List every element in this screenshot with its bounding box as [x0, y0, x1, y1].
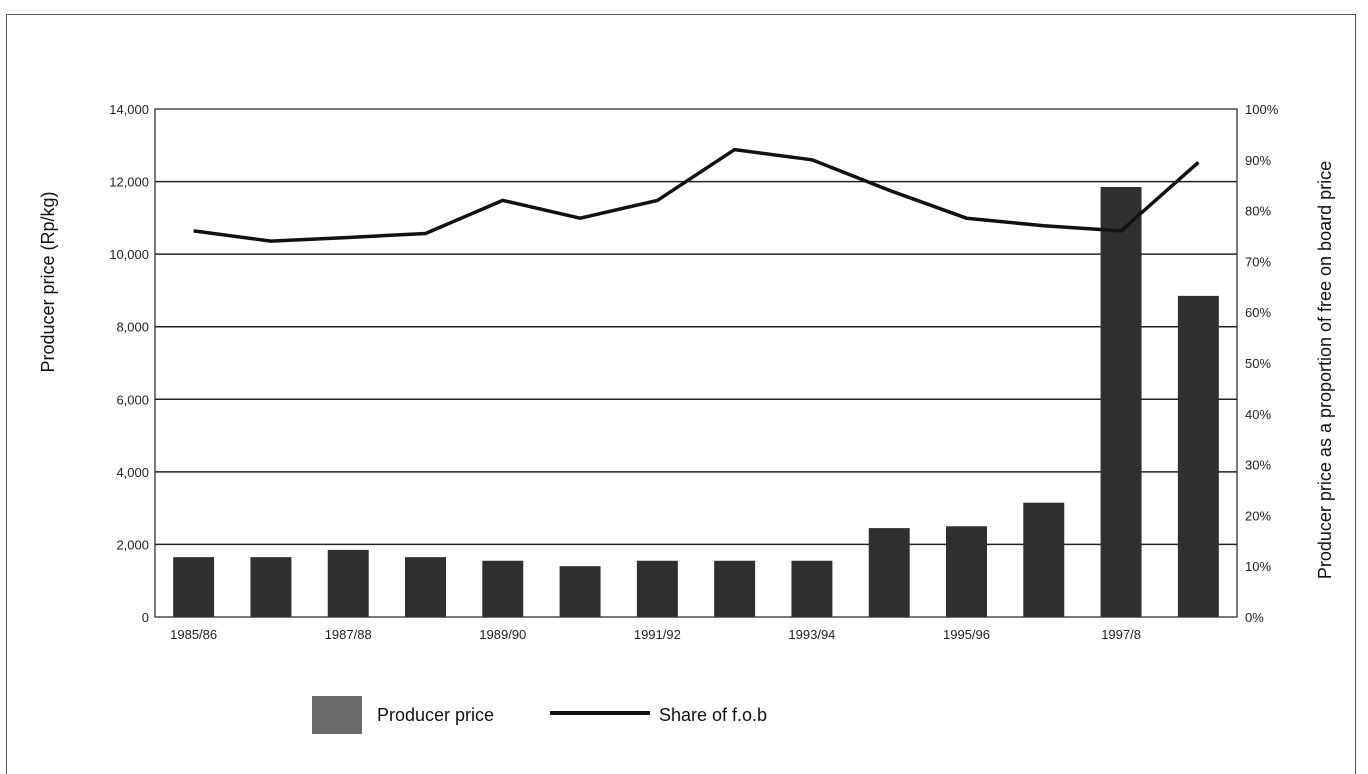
- y2-tick-label: 20%: [1245, 508, 1271, 523]
- y-tick-label: 4,000: [116, 465, 149, 480]
- y-tick-label: 10,000: [109, 247, 149, 262]
- x-tick-label: 1995/96: [943, 627, 990, 642]
- x-tick-label: 1997/8: [1101, 627, 1141, 642]
- y-tick-label: 2,000: [116, 537, 149, 552]
- x-tick-label: 1991/92: [634, 627, 681, 642]
- bar: [173, 557, 215, 617]
- y2-tick-label: 50%: [1245, 356, 1271, 371]
- bar: [868, 528, 910, 617]
- x-axis-ticks: 1985/86 1987/88 1989/90 1991/92 1993/94 1995/…: [170, 627, 1141, 642]
- legend-label-producer-price: Producer price: [377, 705, 494, 725]
- y2-tick-label: 30%: [1245, 458, 1271, 473]
- bar: [1023, 502, 1065, 617]
- bar: [250, 557, 292, 617]
- y-tick-label: 8,000: [116, 320, 149, 335]
- x-tick-label: 1985/86: [170, 627, 217, 642]
- bar: [559, 566, 601, 617]
- x-tick-label: 1987/88: [325, 627, 372, 642]
- left-axis-ticks: 0 2,000 4,000 6,000 8,000 10,000 12,000 14,000: [109, 102, 149, 625]
- y2-tick-label: 10%: [1245, 559, 1271, 574]
- bar: [791, 560, 833, 617]
- y-tick-label: 6,000: [116, 392, 149, 407]
- y-tick-label: 0: [142, 610, 149, 625]
- gridlines: [155, 180, 1237, 546]
- bar: [1177, 295, 1219, 617]
- bar: [1100, 187, 1142, 617]
- bar: [405, 557, 446, 617]
- x-tick-label: 1993/94: [788, 627, 835, 642]
- right-axis-title: Producer price as a proportion of free o…: [1315, 161, 1335, 579]
- legend-label-share-of-fob: Share of f.o.b: [659, 705, 767, 725]
- bar: [636, 560, 678, 617]
- producer-price-bars: [173, 187, 1219, 617]
- plot-area-border: [154, 108, 1238, 618]
- y-tick-label: 12,000: [109, 175, 149, 190]
- y2-tick-label: 90%: [1245, 153, 1271, 168]
- legend-swatch-producer-price: [312, 696, 362, 734]
- chart-frame: [6, 14, 1356, 774]
- legend: Producer price Share of f.o.b: [312, 696, 767, 734]
- y2-tick-label: 0%: [1245, 610, 1264, 625]
- x-tick-label: 1989/90: [479, 627, 526, 642]
- y2-tick-label: 60%: [1245, 305, 1271, 320]
- right-axis-ticks: 0% 10% 20% 30% 40% 50% 60% 70% 80% 90% 100%: [1245, 102, 1279, 625]
- bar: [714, 560, 756, 617]
- left-axis-title: Producer price (Rp/kg): [38, 191, 58, 372]
- bar: [482, 560, 524, 617]
- y2-tick-label: 80%: [1245, 204, 1271, 219]
- y-tick-label: 14,000: [109, 102, 149, 117]
- y2-tick-label: 40%: [1245, 407, 1271, 422]
- y2-tick-label: 100%: [1245, 102, 1279, 117]
- y2-tick-label: 70%: [1245, 254, 1271, 269]
- share-of-fob-line: [193, 147, 1200, 243]
- bar: [946, 526, 987, 617]
- bar: [327, 549, 369, 617]
